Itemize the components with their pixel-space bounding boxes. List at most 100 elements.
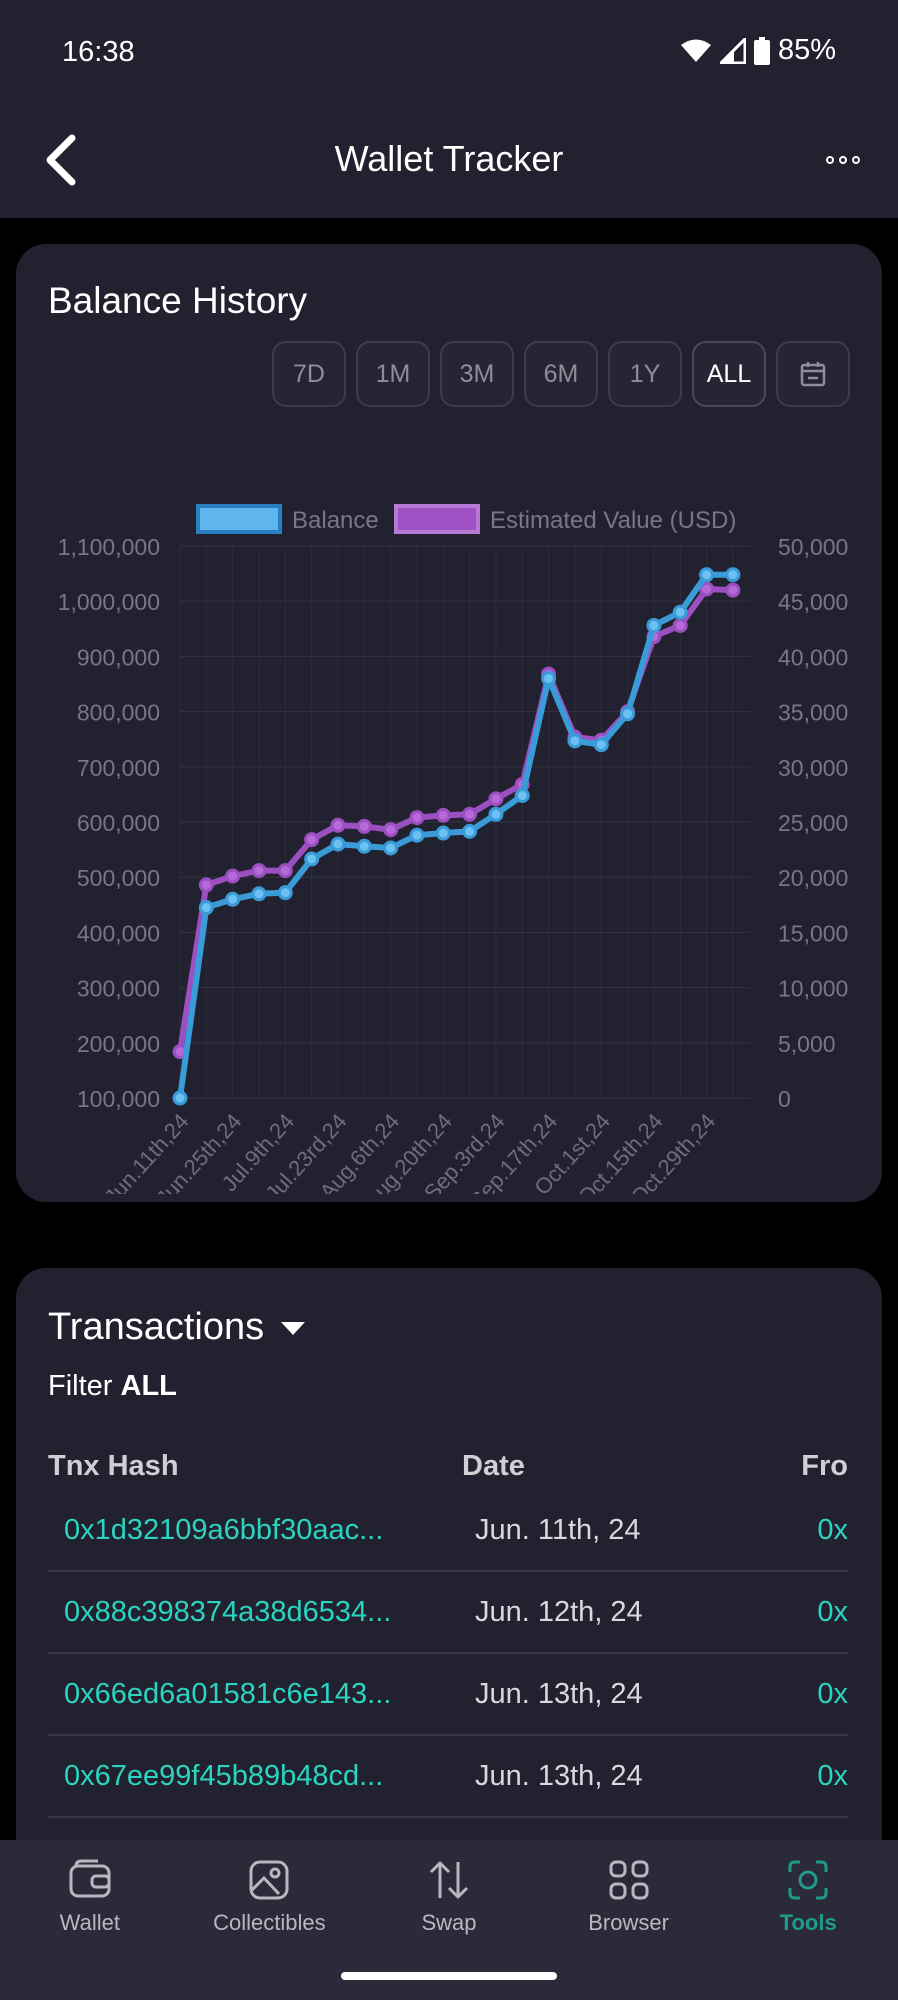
column-from: Fro	[801, 1450, 848, 1482]
data-point	[304, 832, 320, 848]
table-row[interactable]: 0x67ee99f45b89b48cd... Jun. 13th, 24 0x	[48, 1736, 848, 1818]
transactions-title: Transactions	[48, 1306, 265, 1348]
nav-swap[interactable]: Swap	[359, 1840, 539, 2000]
nav-tools[interactable]: Tools	[718, 1840, 898, 2000]
balance-chart: 1,100,000 1,000,000 900,000 800,000 700,000 6…	[58, 504, 848, 1194]
back-arrow-icon	[46, 134, 76, 186]
data-point	[488, 791, 504, 807]
data-point	[541, 670, 557, 686]
nav-browser-label: Browser	[588, 1910, 669, 1935]
transactions-dropdown[interactable]: Transactions	[48, 1306, 306, 1349]
y-right-tick-label: 20,000	[778, 865, 848, 891]
browser-icon	[609, 1860, 649, 1900]
battery-icon	[753, 36, 770, 65]
home-indicator	[341, 1972, 557, 1980]
data-point	[277, 863, 293, 879]
y-left-tick-label: 800,000	[77, 700, 160, 726]
data-point	[383, 822, 399, 838]
column-date: Date	[462, 1450, 525, 1482]
table-header: Tnx Hash Date Fro	[48, 1450, 848, 1490]
range-7d-button[interactable]: 7D	[272, 341, 346, 407]
tx-from-link[interactable]: 0x	[817, 1514, 848, 1546]
range-6m-button[interactable]: 6M	[524, 341, 598, 407]
swap-icon	[429, 1861, 469, 1899]
bottom-navigation: Wallet Collectibles Swap Browser Tools	[0, 1840, 898, 2000]
data-point	[330, 817, 346, 833]
collectibles-icon	[249, 1860, 289, 1900]
y-left-tick-label: 100,000	[77, 1086, 160, 1112]
data-point	[462, 806, 478, 822]
y-right-tick-label: 0	[778, 1086, 791, 1112]
tx-date: Jun. 13th, 24	[475, 1760, 643, 1792]
y-left-tick-label: 600,000	[77, 810, 160, 836]
caret-down-icon	[281, 1321, 306, 1335]
data-point	[198, 877, 214, 893]
table-row[interactable]: 0x1d32109a6bbf30aac... Jun. 11th, 24 0x	[48, 1490, 848, 1572]
range-3m-button[interactable]: 3M	[440, 341, 514, 407]
data-point	[356, 818, 372, 834]
y-left-tick-label: 400,000	[77, 920, 160, 946]
tx-date: Jun. 11th, 24	[475, 1514, 641, 1546]
range-1m-button[interactable]: 1M	[356, 341, 430, 407]
data-point	[251, 886, 267, 902]
wifi-icon	[680, 39, 711, 62]
nav-wallet-label: Wallet	[59, 1910, 120, 1935]
data-point	[699, 581, 715, 597]
tx-hash-link[interactable]: 0x66ed6a01581c6e143...	[64, 1678, 392, 1710]
data-point	[435, 807, 451, 823]
data-point	[725, 567, 741, 583]
table-row[interactable]: 0x88c398374a38d6534... Jun. 12th, 24 0x	[48, 1572, 848, 1654]
balance-history-title: Balance History	[48, 280, 308, 321]
range-1y-button[interactable]: 1Y	[608, 341, 682, 407]
status-icons: 85%	[680, 34, 836, 67]
data-point	[383, 840, 399, 856]
data-point	[225, 891, 241, 907]
y-right-tick-label: 50,000	[778, 534, 848, 560]
y-right-tick-label: 45,000	[778, 589, 848, 615]
nav-wallet[interactable]: Wallet	[0, 1840, 180, 2000]
range-all-button[interactable]: ALL	[692, 341, 766, 407]
y-right-tick-label: 10,000	[778, 976, 848, 1002]
y-left-tick-label: 1,100,000	[58, 534, 160, 560]
more-options-button[interactable]	[818, 140, 868, 180]
tools-icon	[788, 1860, 828, 1900]
data-point	[725, 582, 741, 598]
status-bar: 16:38 85%	[0, 0, 898, 100]
filter-label: Filter	[48, 1370, 113, 1402]
y-right-tick-label: 35,000	[778, 700, 848, 726]
tx-from-link[interactable]: 0x	[817, 1678, 848, 1710]
tx-hash-link[interactable]: 0x67ee99f45b89b48cd...	[64, 1760, 384, 1792]
calendar-icon	[800, 362, 826, 387]
legend-label: Balance	[292, 507, 379, 534]
filter-control[interactable]: Filter ALL	[48, 1370, 177, 1403]
tx-date: Jun. 13th, 24	[475, 1678, 643, 1710]
data-point	[672, 617, 688, 633]
data-point	[198, 900, 214, 916]
tx-hash-link[interactable]: 0x1d32109a6bbf30aac...	[64, 1514, 384, 1546]
tx-from-link[interactable]: 0x	[817, 1760, 848, 1792]
page-title: Wallet Tracker	[334, 138, 564, 179]
filter-value: ALL	[120, 1370, 177, 1402]
nav-browser[interactable]: Browser	[539, 1840, 719, 2000]
wallet-icon	[69, 1859, 111, 1898]
data-point	[699, 567, 715, 583]
legend-swatch	[394, 504, 480, 534]
data-point	[304, 851, 320, 867]
more-dots-icon	[826, 156, 860, 164]
y-right-tick-label: 25,000	[778, 810, 848, 836]
nav-collectibles-label: Collectibles	[213, 1910, 326, 1935]
legend-swatch	[196, 504, 282, 534]
back-button[interactable]	[30, 130, 90, 190]
table-row[interactable]: 0x66ed6a01581c6e143... Jun. 13th, 24 0x	[48, 1654, 848, 1736]
date-range-button[interactable]	[776, 341, 850, 407]
data-point	[409, 827, 425, 843]
series-line	[177, 586, 734, 1053]
y-left-tick-label: 300,000	[77, 976, 160, 1002]
nav-tools-label: Tools	[779, 1910, 837, 1935]
tx-from-link[interactable]: 0x	[817, 1596, 848, 1628]
range-selector: 7D 1M 3M 6M 1Y ALL	[272, 341, 850, 407]
nav-collectibles[interactable]: Collectibles	[180, 1840, 360, 2000]
tx-hash-link[interactable]: 0x88c398374a38d6534...	[64, 1596, 392, 1628]
nav-swap-label: Swap	[421, 1910, 477, 1935]
data-point	[462, 823, 478, 839]
